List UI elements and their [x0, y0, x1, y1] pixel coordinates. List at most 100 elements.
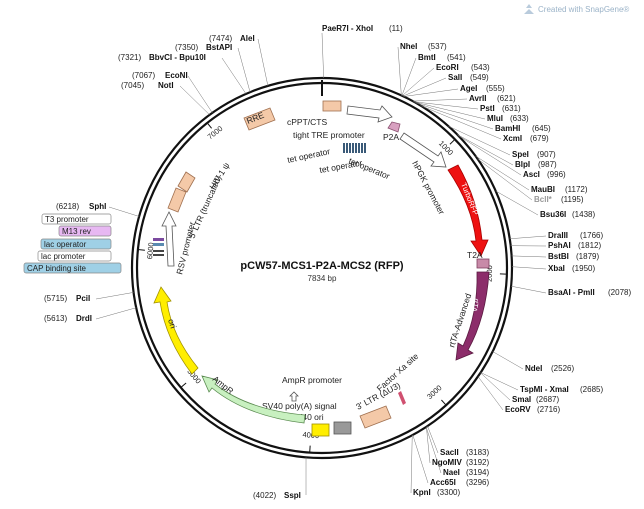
plasmid-size: 7834 bp [308, 274, 337, 283]
site-pos-agei: (555) [486, 84, 505, 93]
site-name-pcii: PciI [76, 294, 90, 303]
site-pos-alei: (7474) [209, 34, 232, 43]
box-text-lac-operator: lac operator [44, 240, 87, 249]
site-pos-bamhi: (645) [532, 124, 551, 133]
site-name-bsaai-pmli: BsaAI - PmlI [548, 288, 595, 297]
site-leader-line [415, 102, 494, 130]
site-pos-econi: (7067) [132, 71, 155, 80]
feature-sv40-polya [311, 423, 330, 437]
site-pos-avrii: (621) [497, 94, 516, 103]
site-pos-ngomiv: (3192) [466, 458, 489, 467]
site-pos-sali: (549) [470, 73, 489, 82]
site-pos-sspi: (4022) [253, 491, 276, 500]
boxed-primer-labels: T3 promoter M13 rev lac operator lac pro… [23, 213, 122, 274]
tick-label: 3000 [425, 383, 443, 401]
feature-label-tet-op-3: tet operator [319, 158, 364, 175]
box-cap-binding-site [23, 262, 122, 274]
site-name-sspi: SspI [284, 491, 301, 500]
site-pos-ecorv: (2716) [537, 405, 560, 414]
site-leader-line [412, 434, 429, 484]
box-lac-promoter [37, 250, 112, 262]
site-name-sali: SalI [448, 73, 462, 82]
site-pos-sacii: (3183) [466, 448, 489, 457]
site-leader-line [495, 190, 539, 216]
restriction-site-labels: PaeR7I - XhoI (11) NheI (537) BmtI (541)… [44, 24, 631, 500]
site-name-kpni: KpnI [413, 488, 431, 497]
box-text-lac-promoter: lac promoter [41, 252, 86, 261]
site-leader-line [187, 75, 213, 113]
site-leader-line [420, 105, 502, 140]
site-leader-line [95, 307, 137, 320]
site-name-asci: AscI [523, 170, 540, 179]
feature-label-hpgk: hPGK promoter [410, 159, 447, 216]
feature-tight-tre-promoter [346, 105, 393, 123]
feature-label-sv40-ori: SV40 ori [291, 412, 324, 422]
site-pos-smai: (2687) [536, 395, 559, 404]
site-leader-line [511, 255, 547, 258]
site-name-bstbi: BstBI [548, 252, 569, 261]
site-leader-line [509, 235, 547, 240]
site-name-blpi: BlpI [515, 160, 530, 169]
site-name-acc65i: Acc65I [430, 478, 456, 487]
site-name-draiii: DraIII [548, 231, 568, 240]
site-pos-paer7i-xhoi: (11) [389, 24, 403, 33]
tick-mark [449, 139, 455, 145]
site-leader-line [414, 101, 479, 110]
site-pos-pcii: (5715) [44, 294, 67, 303]
feature-label-sv40-polya: SV40 poly(A) signal [262, 401, 337, 411]
feature-rre [243, 107, 276, 131]
site-pos-spei: (907) [537, 150, 556, 159]
site-leader-line [108, 206, 140, 217]
site-pos-bmti: (541) [447, 53, 466, 62]
site-pos-ndei: (2526) [551, 364, 574, 373]
feature-tet-operators [343, 143, 366, 153]
site-leader-line [457, 134, 514, 166]
site-leader-line [321, 32, 324, 79]
tick-mark [138, 249, 145, 251]
site-pos-bsu36i: (1438) [572, 210, 595, 219]
site-pos-acc65i: (3296) [466, 478, 489, 487]
site-name-paer7i-xhoi: PaeR7I - XhoI [322, 24, 373, 33]
feature-factor-xa [398, 391, 406, 405]
feature-hpgk-promoter [399, 132, 447, 168]
tick-mark [207, 123, 213, 129]
site-name-xbai: XbaI [548, 264, 565, 273]
site-leader-line [402, 77, 447, 97]
watermark-text: Created with SnapGene® [538, 5, 629, 14]
site-pos-xbai: (1950) [572, 264, 595, 273]
feature-ampr-promoter [289, 391, 299, 402]
site-pos-drdi: (5613) [44, 314, 67, 323]
feature-label-p2a: P2A [383, 132, 399, 142]
box-text-m13-rev: M13 rev [62, 227, 91, 236]
site-pos-pshai: (1812) [578, 241, 601, 250]
site-leader-line [448, 125, 511, 156]
feature-label-tre: tight TRE promoter [293, 130, 365, 140]
box-text-t3-promoter: T3 promoter [45, 215, 89, 224]
feature-hiv-psi [177, 171, 196, 193]
site-name-bamhi: BamHI [495, 124, 520, 133]
feature-label-cppt: cPPT/CTS [287, 117, 327, 127]
feature-sv40-ori [333, 421, 352, 435]
site-leader-line [401, 57, 417, 96]
site-name-pshai: PshAI [548, 241, 571, 250]
feature-label-t2a: T2A [467, 250, 483, 260]
site-name-econi: EcoNI [165, 71, 188, 80]
site-name-psti: PstI [480, 104, 495, 113]
box-t3-promoter [41, 213, 112, 225]
site-name-noti: NotI [158, 81, 174, 90]
box-lac-operator [40, 238, 112, 250]
feature-label-tet-op-1: tet operator [286, 146, 331, 165]
box-text-cap-binding-site: CAP binding site [27, 264, 87, 273]
site-leader-line [511, 285, 547, 294]
site-name-ndei: NdeI [525, 364, 542, 373]
site-pos-bstbi: (1879) [576, 252, 599, 261]
site-name-bstapi: BstAPI [206, 43, 232, 52]
site-leader-line [410, 435, 413, 494]
site-pos-maubi: (1172) [565, 185, 588, 194]
site-name-sphi: SphI [89, 202, 106, 211]
site-pos-ecori: (543) [471, 63, 490, 72]
site-name-naei: NaeI [443, 468, 460, 477]
site-leader-line [95, 292, 134, 300]
feature-ori [153, 286, 199, 375]
